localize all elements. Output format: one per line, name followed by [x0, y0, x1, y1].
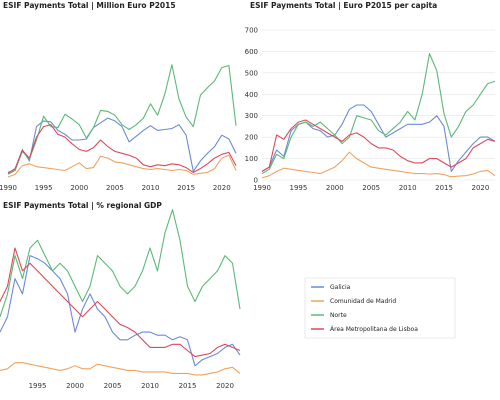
y-tick-label: 500	[245, 69, 258, 77]
chart-1-title: ESIF Payments Total | Million Euro P2015	[3, 1, 176, 11]
chart-2-plot: 0 100 200 300 400 500 600 700 1990 1995 2000 2005 20…	[245, 27, 496, 192]
series-line-comunidad-de-madrid	[261, 151, 496, 179]
series-line-galicia	[0, 255, 241, 367]
series-line--rea-metropolitana-de-lisboa	[0, 247, 241, 358]
y-tick-label: 100	[245, 155, 258, 163]
y-tick-label: 300	[245, 112, 258, 120]
chart-3-plot: 1995 2000 2005 2010 2015 2020	[0, 209, 241, 390]
series-line-comunidad-de-madrid	[7, 154, 237, 178]
chart-per-capita: ESIF Payments Total | Euro P2015 per cap…	[245, 1, 496, 192]
y-tick-label: 0	[254, 177, 258, 185]
x-tick-label: 2010	[142, 184, 160, 192]
series-line-norte	[261, 53, 496, 175]
x-tick-label: 2020	[216, 382, 234, 390]
chart-1-plot: 1990 1995 2000 2005 2010 2015 2020	[0, 64, 237, 192]
chart-million-euro: ESIF Payments Total | Million Euro P2015…	[0, 1, 237, 192]
y-tick-label: 700	[245, 27, 258, 35]
x-tick-label: 1995	[289, 184, 307, 192]
x-tick-label: 2010	[399, 184, 417, 192]
x-tick-label: 2015	[177, 184, 195, 192]
x-tick-label: 2000	[66, 382, 84, 390]
x-tick-label: 2000	[70, 184, 88, 192]
x-tick-label: 2015	[179, 382, 197, 390]
legend-box	[304, 277, 456, 339]
chart-percent-gdp: ESIF Payments Total | % regional GDP 199…	[0, 201, 241, 390]
series-line-norte	[7, 64, 237, 175]
legend-label: Galicia	[330, 284, 351, 291]
x-tick-label: 1995	[29, 382, 47, 390]
legend-label: Norte	[330, 312, 347, 319]
series-line-norte	[0, 209, 241, 317]
y-tick-label: 200	[245, 134, 258, 142]
legend: Galicia Comunidad de Madrid Norte Área Metr…	[304, 277, 456, 339]
x-tick-label: 2020	[472, 184, 490, 192]
legend-label: Área Metropolitana de Lisboa	[330, 326, 418, 333]
y-tick-label: 600	[245, 48, 258, 56]
x-tick-label: 2005	[106, 184, 124, 192]
x-tick-label: 2000	[326, 184, 344, 192]
series-line-comunidad-de-madrid	[0, 362, 241, 376]
chart-3-title: ESIF Payments Total | % regional GDP	[3, 201, 162, 211]
series-line-galicia	[7, 117, 237, 173]
series-line--rea-metropolitana-de-lisboa	[7, 124, 237, 174]
x-tick-label: 2020	[213, 184, 231, 192]
x-tick-label: 1990	[253, 184, 271, 192]
chart-2-title: ESIF Payments Total | Euro P2015 per cap…	[250, 1, 437, 11]
legend-label: Comunidad de Madrid	[330, 298, 396, 305]
x-tick-label: 2005	[104, 382, 122, 390]
y-tick-label: 400	[245, 91, 258, 99]
series-line--rea-metropolitana-de-lisboa	[261, 119, 496, 172]
x-tick-label: 2015	[435, 184, 453, 192]
x-tick-label: 2010	[141, 382, 159, 390]
x-tick-label: 1995	[35, 184, 53, 192]
x-tick-label: 2005	[362, 184, 380, 192]
x-tick-label: 1990	[0, 184, 17, 192]
